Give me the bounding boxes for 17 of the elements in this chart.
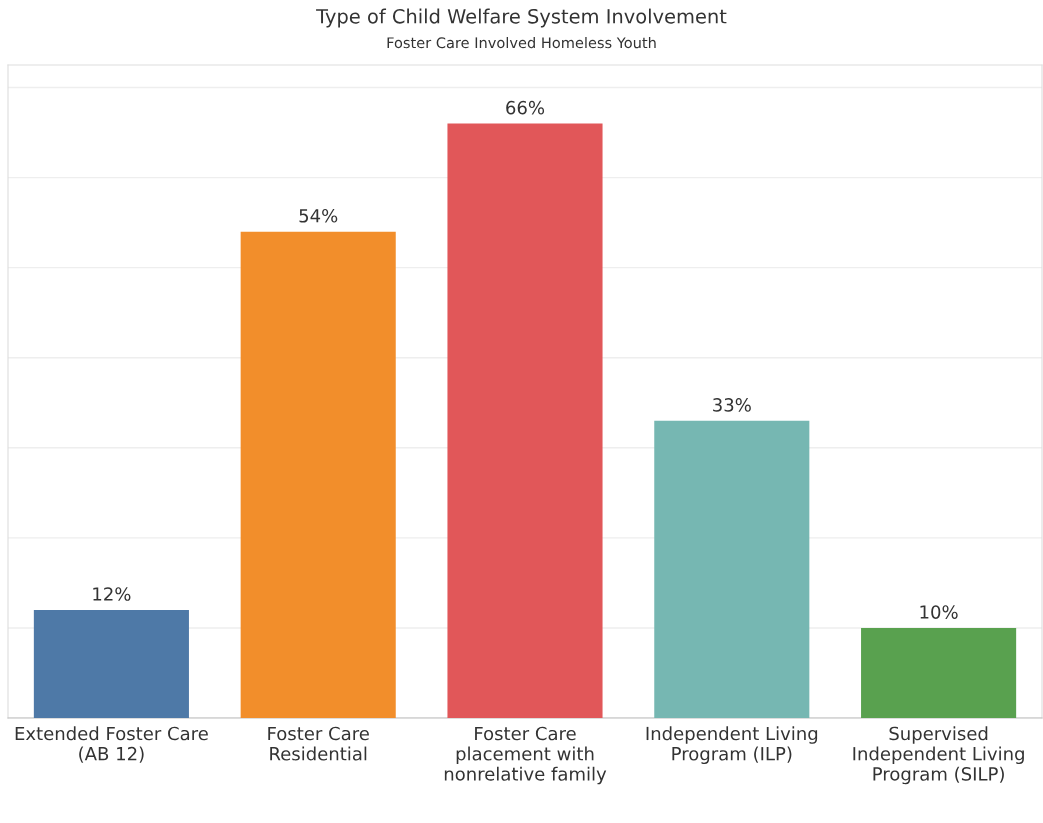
data-label: 54% bbox=[299, 208, 338, 223]
data-label: 33% bbox=[713, 398, 751, 412]
bar bbox=[861, 627, 1017, 718]
x-tick-label: Independent Living Program (ILP) bbox=[646, 726, 818, 765]
data-label: 10% bbox=[920, 605, 958, 619]
data-label: 12% bbox=[93, 587, 131, 601]
bar bbox=[654, 420, 810, 718]
bar bbox=[240, 231, 396, 718]
x-tick-label: Supervised Independent Living Program (SILP) bbox=[853, 726, 1024, 785]
x-tick-label: Foster Care placement with nonrelative family bbox=[444, 726, 607, 785]
bar bbox=[447, 123, 603, 718]
x-tick-label: Foster Care Residential bbox=[268, 726, 369, 761]
bar bbox=[33, 609, 189, 718]
x-tick-label: Extended Foster Care (AB 12) bbox=[15, 726, 208, 763]
chart-subtitle: Foster Care Involved Homeless Youth bbox=[387, 36, 656, 49]
chart-title: Type of Child Welfare System Involvement bbox=[316, 8, 727, 28]
data-label: 66% bbox=[506, 100, 545, 115]
